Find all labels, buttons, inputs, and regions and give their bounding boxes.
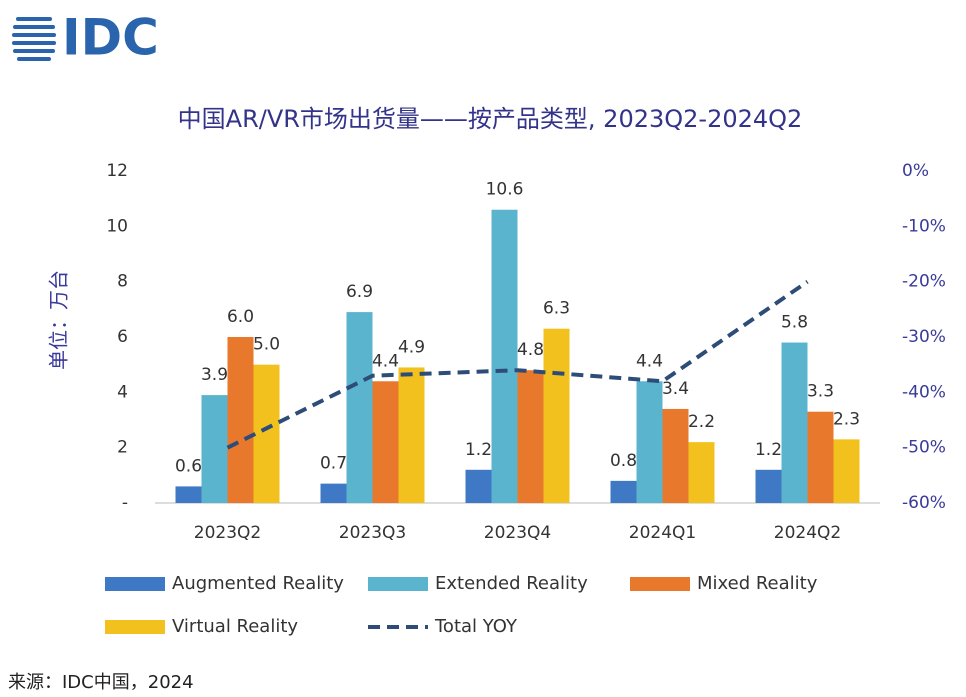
bar — [491, 209, 518, 503]
legend-label: Extended Reality — [435, 573, 588, 594]
value-label: 10.6 — [486, 180, 524, 200]
y2-tick-label: 0% — [902, 161, 929, 181]
bar — [636, 381, 663, 503]
bar — [175, 486, 202, 503]
bar — [517, 370, 544, 503]
y2-tick-label: -20% — [902, 272, 946, 292]
y-tick-label: 2 — [117, 438, 128, 458]
logo: IDC — [62, 9, 159, 67]
value-label: 6.0 — [227, 307, 254, 327]
value-label: 1.2 — [465, 440, 492, 460]
value-label: 4.9 — [398, 337, 425, 357]
legend-label: Mixed Reality — [697, 573, 818, 594]
value-label: 2.2 — [688, 412, 715, 432]
value-label: 6.3 — [543, 299, 570, 319]
legend-label: Augmented Reality — [172, 573, 344, 594]
bar — [807, 411, 834, 503]
value-label: 5.8 — [781, 313, 808, 333]
bar — [610, 480, 637, 503]
legend-swatch — [368, 577, 428, 591]
value-label: 4.4 — [372, 351, 399, 371]
y-tick-label: 6 — [117, 327, 128, 347]
bar — [201, 395, 228, 503]
y-tick-label: 4 — [117, 382, 128, 402]
bar — [320, 483, 347, 503]
value-label: 0.7 — [320, 454, 347, 474]
bar — [346, 312, 373, 503]
value-label: 2.3 — [833, 409, 860, 429]
line — [226, 280, 809, 450]
legend-label: Virtual Reality — [172, 616, 298, 637]
legend-swatch — [105, 620, 165, 634]
bar — [227, 337, 254, 503]
y2-tick-label: -60% — [902, 493, 946, 513]
source: 来源：IDC中国，2024 — [8, 672, 194, 693]
bar — [465, 469, 492, 503]
x-tick-label: 2023Q4 — [484, 523, 551, 543]
x-tick-label: 2023Q2 — [194, 523, 261, 543]
y-tick-label: - — [122, 493, 128, 513]
y-axis-label: 单位：万台 — [47, 270, 71, 370]
y2-tick-label: -30% — [902, 327, 946, 347]
legend-swatch — [630, 577, 690, 591]
bar — [372, 381, 399, 503]
value-label: 6.9 — [346, 282, 373, 302]
logo-mark — [12, 17, 56, 61]
value-label: 0.6 — [175, 456, 202, 476]
x-tick-label: 2024Q1 — [629, 523, 696, 543]
value-label: 0.8 — [610, 451, 637, 471]
bar — [253, 364, 280, 503]
bar — [781, 342, 808, 503]
value-label: 3.9 — [201, 365, 228, 385]
value-label: 3.3 — [807, 382, 834, 402]
y-tick-label: 10 — [106, 216, 128, 236]
bar — [662, 408, 689, 503]
value-label: 4.8 — [517, 340, 544, 360]
bar — [755, 469, 782, 503]
value-label: 1.2 — [755, 440, 782, 460]
chart-title: 中国AR/VR市场出货量——按产品类型, 2023Q2-2024Q2 — [178, 105, 803, 133]
x-tick-label: 2023Q3 — [339, 523, 406, 543]
bar — [398, 367, 425, 503]
y2-tick-label: -50% — [902, 438, 946, 458]
y-tick-label: 12 — [106, 161, 128, 181]
y-tick-label: 8 — [117, 272, 128, 292]
value-label: 4.4 — [636, 351, 663, 371]
x-tick-label: 2024Q2 — [774, 523, 841, 543]
value-label: 5.0 — [253, 335, 280, 355]
bar — [688, 442, 715, 503]
bar — [833, 439, 860, 503]
legend-swatch — [105, 577, 165, 591]
y2-tick-label: -10% — [902, 216, 946, 236]
value-label: 3.4 — [662, 379, 689, 399]
y2-tick-label: -40% — [902, 382, 946, 402]
legend-label: Total YOY — [434, 616, 518, 637]
bar — [543, 328, 570, 503]
